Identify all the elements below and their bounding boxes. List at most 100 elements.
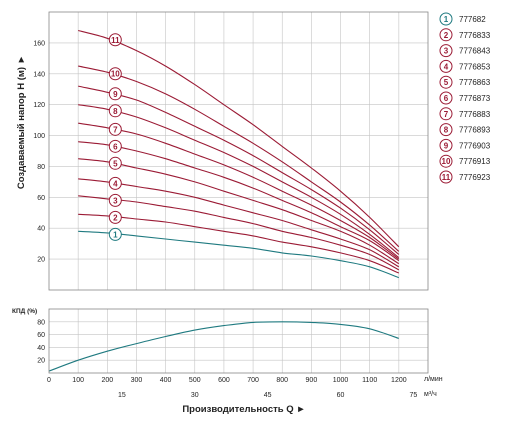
x-tick-label-lmin: 900 bbox=[306, 377, 318, 384]
head-y-tick-label: 20 bbox=[37, 257, 45, 264]
legend-marker bbox=[439, 170, 453, 184]
head-curve-marker-number: 2 bbox=[113, 213, 118, 222]
legend-label: 7776893 bbox=[459, 126, 491, 135]
efficiency-y-tick-label: 80 bbox=[37, 319, 45, 326]
x-tick-label-lmin: 0 bbox=[47, 377, 51, 384]
head-curve-marker bbox=[108, 139, 122, 153]
legend-label: 7776843 bbox=[459, 47, 491, 56]
head-y-tick-labels: 20 40 60 80 100 120 140 160 bbox=[33, 40, 45, 263]
head-curve-marker bbox=[108, 33, 122, 47]
legend-label: 777682 bbox=[459, 15, 486, 24]
x-tick-label-lmin: 1100 bbox=[362, 377, 377, 384]
legend-marker-number: 2 bbox=[444, 31, 449, 40]
y-axis-title: Создаваемый напор H (м) ► bbox=[16, 55, 27, 189]
legend-label: 7776913 bbox=[459, 157, 491, 166]
legend-marker bbox=[439, 59, 453, 73]
legend-label: 7776883 bbox=[459, 110, 491, 119]
x-unit-lmin: л/мин bbox=[424, 376, 443, 383]
efficiency-y-tick-label: 40 bbox=[37, 345, 45, 352]
legend-marker-number: 6 bbox=[444, 94, 449, 103]
x-tick-label-m3h: 15 bbox=[118, 392, 126, 399]
head-curve-2 bbox=[78, 213, 400, 274]
head-curve-8 bbox=[78, 104, 400, 259]
head-curve-marker-number: 6 bbox=[113, 142, 118, 151]
x-tick-label-lmin: 300 bbox=[131, 377, 143, 384]
head-chart-frame bbox=[48, 11, 429, 291]
legend-marker bbox=[439, 75, 453, 89]
head-curve-7 bbox=[78, 122, 400, 260]
legend-marker bbox=[439, 44, 453, 58]
legend-marker bbox=[439, 28, 453, 42]
legend-marker-number: 5 bbox=[444, 78, 449, 87]
efficiency-y-tick-label: 60 bbox=[37, 332, 45, 339]
head-curve-10 bbox=[78, 65, 400, 252]
efficiency-axis-title: КПД (%) bbox=[12, 308, 37, 315]
head-curve-9 bbox=[78, 85, 400, 255]
legend-marker-number: 8 bbox=[444, 126, 449, 135]
x-tick-label-lmin: 400 bbox=[160, 377, 172, 384]
x-unit-m3h: м³/ч bbox=[424, 391, 437, 398]
x-tick-label-lmin: 1200 bbox=[391, 377, 407, 384]
head-curve-marker-number: 10 bbox=[111, 70, 120, 79]
head-curve-marker-number: 1 bbox=[113, 230, 118, 239]
legend-marker-number: 3 bbox=[444, 47, 449, 56]
head-y-tick-label: 160 bbox=[33, 40, 45, 47]
legend-marker bbox=[439, 154, 453, 168]
head-y-tick-label: 40 bbox=[37, 226, 45, 233]
head-curve-marker bbox=[108, 227, 122, 241]
head-curve-marker-number: 3 bbox=[113, 196, 118, 205]
head-curve-marker-number: 9 bbox=[113, 90, 118, 99]
x-tick-label-lmin: 800 bbox=[276, 377, 288, 384]
head-curve-marker bbox=[108, 210, 122, 224]
efficiency-chart-grid bbox=[49, 309, 428, 373]
x-tick-label-lmin: 1000 bbox=[333, 377, 349, 384]
legend-marker bbox=[439, 91, 453, 105]
efficiency-chart-frame bbox=[48, 308, 429, 374]
head-curve-5 bbox=[78, 158, 400, 265]
head-curve-marker-number: 7 bbox=[113, 125, 118, 134]
head-curve-marker-number: 11 bbox=[111, 36, 120, 45]
x-tick-label-lmin: 100 bbox=[72, 377, 84, 384]
head-curve-markers: 1 2 3 4 5 6 7 8 9 10 11 bbox=[108, 33, 122, 241]
x-tick-label-lmin: 700 bbox=[247, 377, 259, 384]
x-tick-label-lmin: 500 bbox=[189, 377, 201, 384]
legend-marker bbox=[439, 107, 453, 121]
efficiency-y-tick-labels: 20 40 60 80 bbox=[37, 319, 45, 364]
x-tick-label-m3h: 45 bbox=[264, 392, 272, 399]
head-y-tick-label: 140 bbox=[33, 71, 45, 78]
legend-marker bbox=[439, 123, 453, 137]
head-curve-11 bbox=[78, 29, 400, 248]
head-curve-marker bbox=[108, 122, 122, 136]
head-y-tick-label: 120 bbox=[33, 102, 45, 109]
head-curve-4 bbox=[78, 178, 400, 268]
legend-label: 7776853 bbox=[459, 62, 491, 71]
x-tick-labels-m3h: 15 30 45 60 75 bbox=[118, 392, 417, 399]
x-tick-label-lmin: 200 bbox=[101, 377, 113, 384]
legend-label: 7776873 bbox=[459, 94, 491, 103]
legend-marker-number: 4 bbox=[444, 62, 449, 71]
head-curve-marker-number: 8 bbox=[113, 107, 118, 116]
x-tick-label-m3h: 30 bbox=[191, 392, 199, 399]
legend-label: 7776903 bbox=[459, 141, 491, 150]
head-curves bbox=[78, 29, 400, 279]
head-chart-grid bbox=[49, 12, 428, 290]
legend-marker-number: 11 bbox=[442, 173, 451, 182]
head-curve-6 bbox=[78, 141, 400, 262]
head-curve-marker-number: 4 bbox=[113, 179, 118, 188]
head-y-tick-label: 100 bbox=[33, 133, 45, 140]
head-curve-3 bbox=[78, 195, 400, 271]
legend-marker bbox=[439, 12, 453, 26]
legend-label: 7776863 bbox=[459, 78, 491, 87]
head-y-tick-label: 80 bbox=[37, 164, 45, 171]
head-curve-1 bbox=[78, 230, 399, 279]
head-curve-marker bbox=[108, 176, 122, 190]
efficiency-line bbox=[48, 321, 399, 372]
head-curve-marker bbox=[108, 67, 122, 81]
x-tick-labels-lmin: 0 100 200 300 400 500 600 700 800 900 1000 1100 1200 bbox=[47, 377, 407, 384]
legend-marker-number: 10 bbox=[442, 157, 451, 166]
head-curve-marker bbox=[108, 156, 122, 170]
x-tick-label-m3h: 60 bbox=[337, 392, 345, 399]
x-axis-title: Производительность Q ► bbox=[182, 404, 305, 415]
efficiency-y-tick-label: 20 bbox=[37, 358, 45, 365]
head-curve-marker bbox=[108, 193, 122, 207]
